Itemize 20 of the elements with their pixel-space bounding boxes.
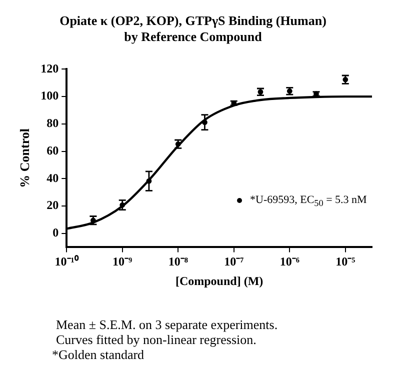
y-tick-label: 40 bbox=[46, 170, 59, 185]
y-tick-label: 120 bbox=[40, 61, 59, 76]
y-axis-title: % Control bbox=[17, 128, 32, 188]
chart-title: Opiate κ (OP2, KOP), GTPγS Binding (Human) by Reference Compound bbox=[60, 13, 326, 44]
x-tick-label: 10⁻⁸ bbox=[168, 254, 188, 268]
text: Mean ± S.E.M. on 3 separate experiments. bbox=[56, 317, 278, 332]
text: *Golden standard bbox=[52, 347, 146, 362]
y-tick-label: 0 bbox=[52, 226, 59, 240]
legend-label: *U-69593, EC$_{50}$ = 5.3 nM bbox=[250, 194, 367, 208]
x-tick-label: 10⁻⁹ bbox=[112, 254, 133, 268]
text: Curves fitted by non-linear regression. bbox=[56, 332, 258, 347]
x-tick-label: 10⁻¹⁰ bbox=[54, 254, 80, 268]
y-tick-label: 20 bbox=[46, 198, 59, 212]
y-tick-label: 100 bbox=[40, 88, 59, 103]
y-tick-label: 80 bbox=[46, 116, 59, 130]
x-axis-title: [Compound] (M) bbox=[175, 274, 264, 288]
x-tick-label: 10⁻⁷ bbox=[224, 254, 244, 268]
y-tick-label: 60 bbox=[46, 143, 59, 158]
x-tick-label: 10⁻⁵ bbox=[336, 254, 356, 268]
x-tick-label: 10⁻⁶ bbox=[280, 254, 300, 268]
